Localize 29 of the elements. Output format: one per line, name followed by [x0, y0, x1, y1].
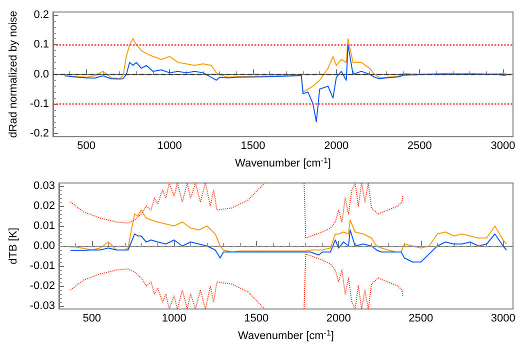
y-axis-title: dTB [K] — [8, 228, 20, 264]
y-tick-label: -0.02 — [30, 280, 55, 292]
y-tick-label: 0.00 — [34, 240, 55, 252]
x-tick-label: 500 — [77, 140, 96, 152]
x-tick-label: 2000 — [326, 312, 351, 324]
x-tick-label: 3000 — [490, 140, 516, 152]
line-series — [70, 230, 507, 262]
y-tick-label: 0.01 — [34, 220, 55, 232]
y-axis-title: dRad normalized by noise — [8, 10, 20, 138]
y-tick-label: 0.0 — [34, 68, 49, 80]
line-series — [70, 210, 507, 252]
x-tick-label: 2500 — [408, 312, 434, 324]
x-tick-label: 1000 — [162, 312, 186, 324]
y-tick-label: -0.01 — [30, 260, 55, 272]
x-tick-label: 2000 — [324, 140, 349, 152]
x-tick-label: 3000 — [490, 312, 516, 324]
y-tick-label: -0.2 — [30, 128, 49, 140]
y-tick-label: -0.03 — [30, 300, 55, 312]
y-tick-label: 0.2 — [34, 8, 49, 21]
x-tick-label: 500 — [82, 312, 102, 324]
y-tick-label: 0.1 — [34, 38, 49, 51]
x-tick-label: 2500 — [407, 140, 432, 152]
y-tick-label: -0.1 — [30, 98, 49, 110]
y-tick-label: 0.02 — [34, 200, 55, 212]
x-tick-label: 1500 — [240, 140, 266, 152]
y-tick-label: 0.03 — [34, 180, 55, 192]
x-tick-label: 1500 — [244, 312, 269, 324]
x-tick-label: 1000 — [157, 140, 182, 152]
line-series — [64, 44, 507, 122]
